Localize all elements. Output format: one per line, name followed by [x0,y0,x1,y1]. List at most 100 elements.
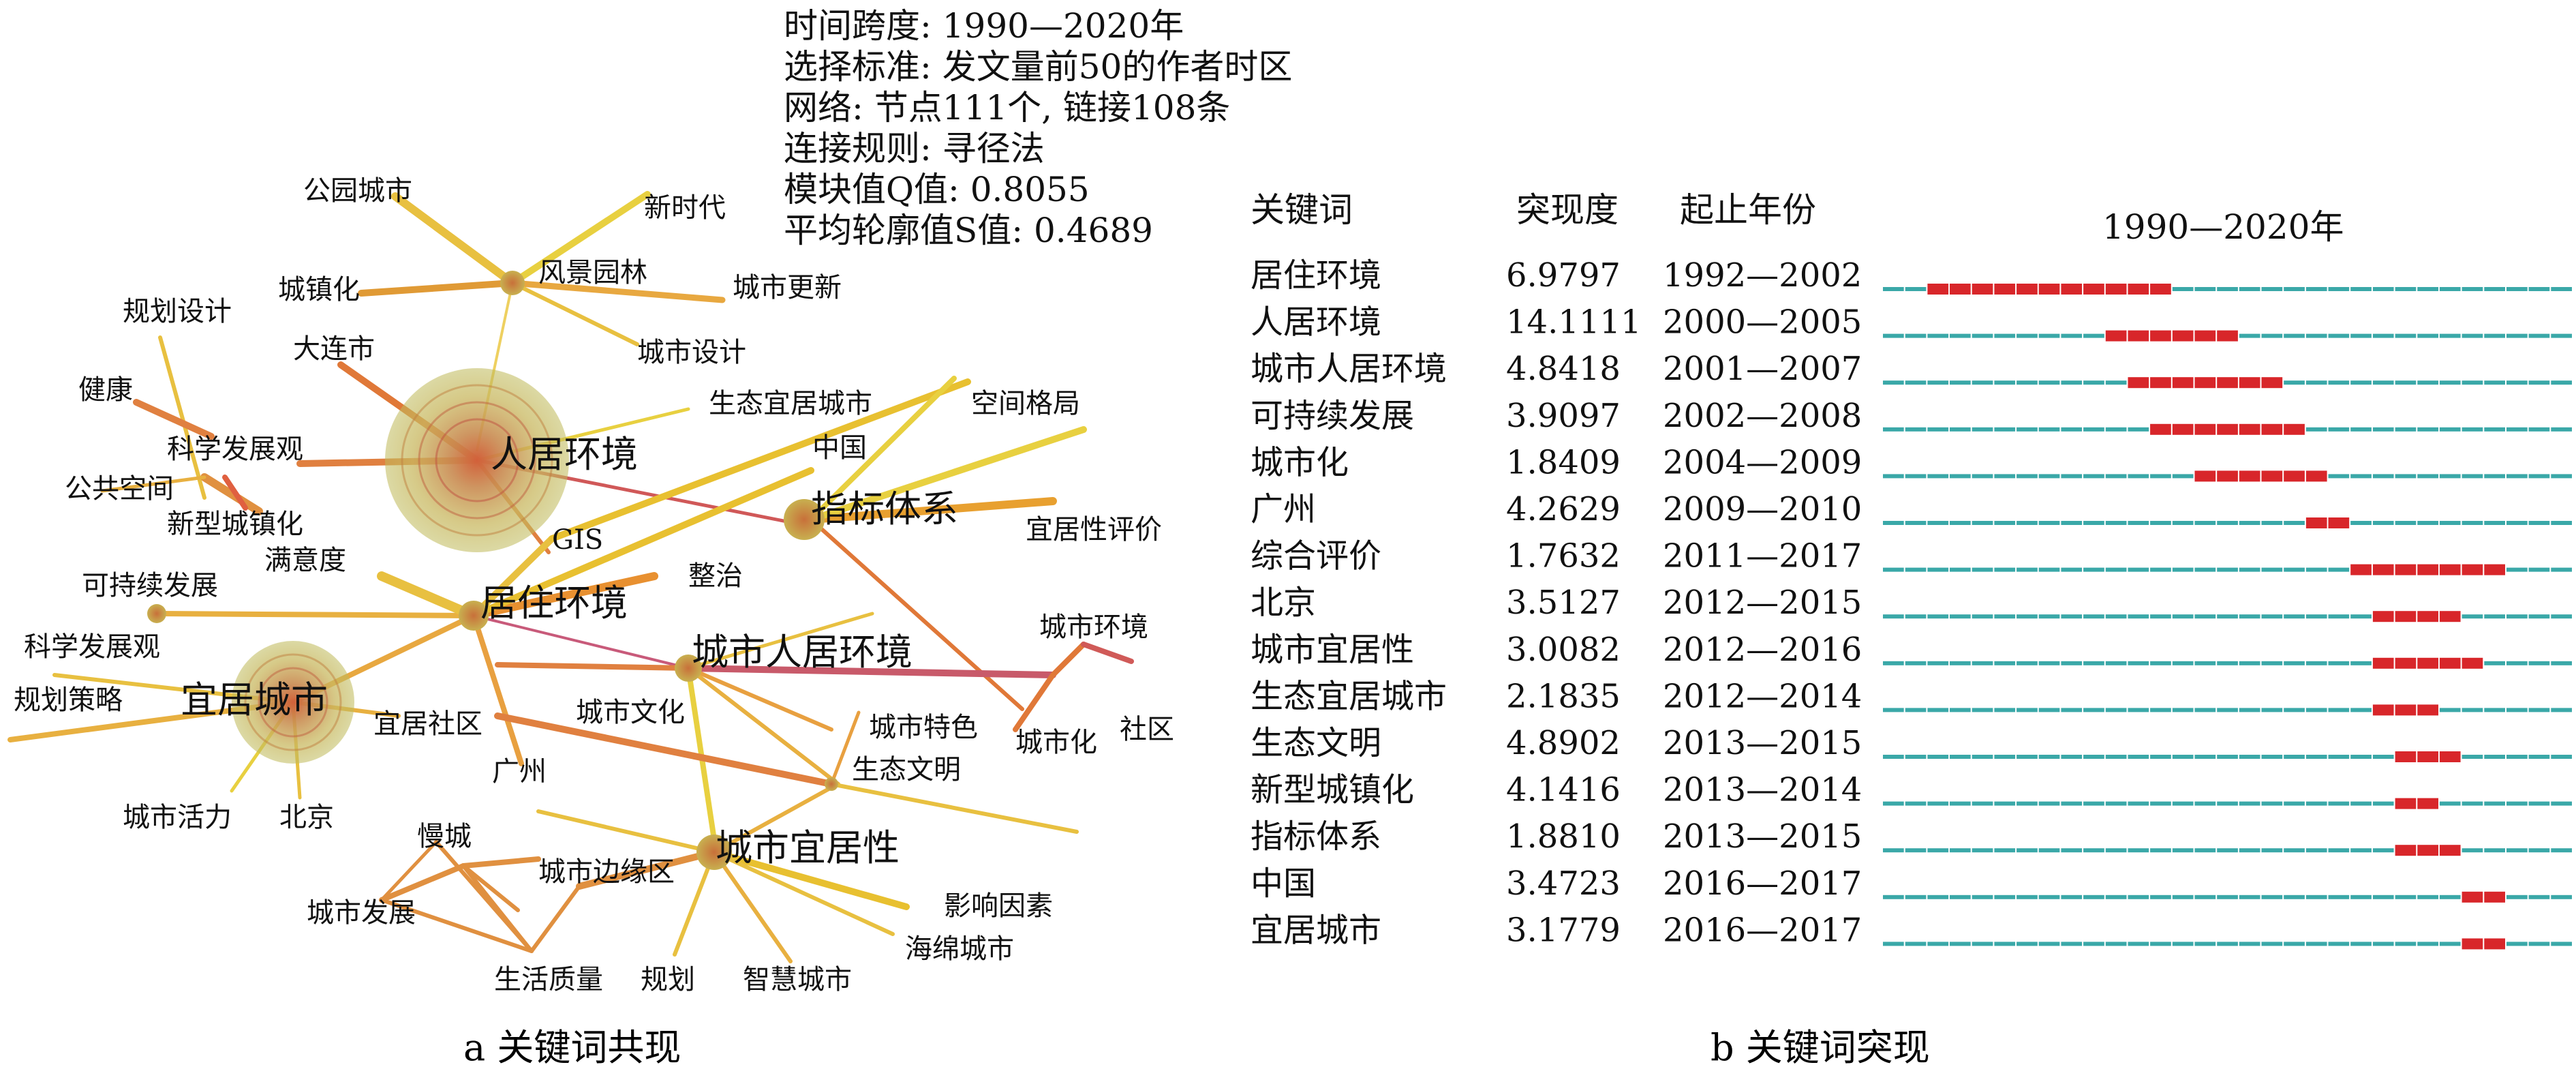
label-fazhan: 城市发展 [307,897,416,929]
timeline-segment [1950,614,1971,619]
timeline-segment [2083,708,2104,712]
label-jiankang: 健康 [78,374,133,406]
label-celue: 规划策略 [14,685,123,716]
burst-segment [2350,564,2372,575]
burst-row: 新型城镇化 4.1416 2013—2014 [1251,771,2572,809]
timeline-segment [1883,755,1904,759]
timeline-segment [2105,848,2127,853]
timeline-segment [2462,708,2483,712]
timeline-segment [2038,567,2060,572]
burst-segment [2261,377,2283,389]
burst-segment [2194,470,2216,482]
timeline-segment [1950,708,1971,712]
timeline-segment [2083,614,2104,619]
timeline-segment [2484,848,2505,853]
burst-years: 1992—2002 [1663,256,1862,295]
timeline-segment [2150,942,2171,946]
timeline-segment [2350,333,2372,338]
label-fengjing: 风景园林 [538,257,647,288]
timeline-segment [2528,380,2550,385]
timeline-segment [2083,755,2104,759]
timeline-segment [2217,567,2238,572]
timeline-segment [1994,474,2016,479]
timeline-segment [2105,801,2127,806]
burst-segment [2439,751,2461,762]
timeline-segment [2439,708,2461,712]
burst-strength: 3.4723 [1506,865,1621,903]
timeline-segment [2551,708,2572,712]
edge [100,475,206,493]
timeline-segment [1905,474,1927,479]
timeline-segment [2172,474,2194,479]
timeline-segment [2172,801,2194,806]
timeline-segment [1883,848,1904,853]
label-huanjing: 城市环境 [1039,612,1148,643]
timeline-segment [2194,661,2216,665]
timeline-segment [1994,661,2016,665]
timeline-segment [1972,755,1993,759]
timeline-segment [2261,661,2283,665]
timeline-segment [2172,661,2194,665]
timeline-segment [2128,614,2149,619]
timeline-segment [1994,614,2016,619]
timeline-segment [2150,614,2171,619]
burst-strength: 4.1416 [1506,771,1621,809]
timeline-segment [2417,380,2438,385]
burst-segment [2239,470,2260,482]
network-nodes [147,271,838,870]
timeline-segment [2038,755,2060,759]
timeline-segment [2506,708,2528,712]
timeline-segment [1905,848,1927,853]
timeline-segment [2551,427,2572,432]
timeline-segment [1905,708,1927,712]
timeline-segment [2038,801,2060,806]
burst-segment [2305,517,2327,528]
timeline-segment [2261,521,2283,525]
timeline-segment [2017,801,2038,806]
burst-segment [2372,657,2394,669]
edge [200,473,263,515]
timeline-segment [1950,755,1971,759]
edge [358,280,516,297]
burst-row: 生态文明 4.8902 2013—2015 [1251,724,2572,762]
burst-keyword: 广州 [1251,490,1316,528]
timeline-segment [1927,521,1949,525]
edge [380,898,534,953]
label-bianyuan: 城市边缘区 [538,856,675,888]
timeline-segment [1972,801,1993,806]
edge [470,572,658,620]
timeline-segment [2528,567,2550,572]
burst-strength: 14.1111 [1506,303,1642,342]
label-kechixu: 可持续发展 [82,570,218,601]
timeline-segment [2328,942,2350,946]
burst-segment [2083,284,2104,295]
burst-keyword: 居住环境 [1251,256,1381,295]
timeline-segment [2484,380,2505,385]
timeline-segment [2128,474,2149,479]
timeline-segment [2551,333,2572,338]
label-zhibiao: 指标体系 [811,487,958,530]
timeline-segment [1972,895,1993,899]
timeline-segment [2083,942,2104,946]
label-yingxiang: 影响因素 [944,890,1053,922]
timeline-segment [2305,614,2327,619]
timeline-segment [1950,567,1971,572]
timeline-segment [2128,895,2149,899]
timeline-segment [2417,895,2438,899]
timeline-segment [1883,661,1904,665]
burst-segment [2417,611,2438,622]
burst-years: 2011—2017 [1663,537,1862,575]
burst-segment [2017,284,2038,295]
edge [576,849,718,890]
timeline-segment [2528,661,2550,665]
burst-segment [2172,330,2194,342]
timeline-segment [2462,287,2483,291]
edge [537,810,716,854]
burst-years: 2000—2005 [1663,303,1862,342]
timeline-segment [2551,801,2572,806]
label-kongjian: 空间格局 [971,388,1080,419]
timeline-segment [2350,661,2372,665]
timeline-segment [2350,427,2372,432]
label-yiju-city: 宜居城市 [181,678,328,721]
